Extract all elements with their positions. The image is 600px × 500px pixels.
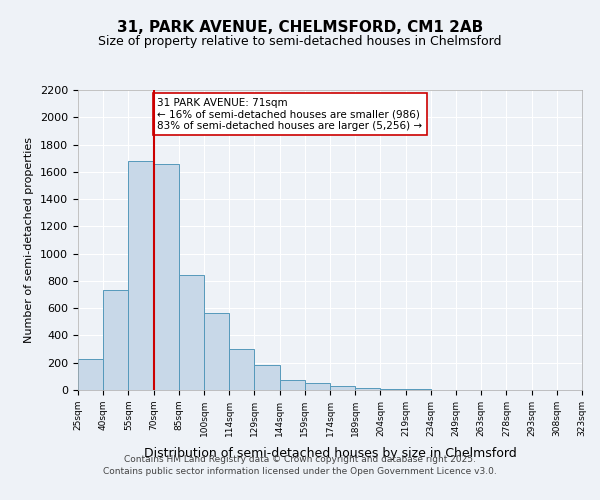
Bar bbox=[128, 161, 154, 390]
Text: Size of property relative to semi-detached houses in Chelmsford: Size of property relative to semi-detach… bbox=[98, 35, 502, 48]
Bar bbox=[154, 164, 179, 390]
Bar bbox=[103, 290, 128, 390]
Text: Contains public sector information licensed under the Open Government Licence v3: Contains public sector information licen… bbox=[103, 468, 497, 476]
Bar bbox=[355, 388, 380, 390]
Bar bbox=[254, 366, 280, 390]
X-axis label: Distribution of semi-detached houses by size in Chelmsford: Distribution of semi-detached houses by … bbox=[143, 447, 517, 460]
Text: Contains HM Land Registry data © Crown copyright and database right 2025.: Contains HM Land Registry data © Crown c… bbox=[124, 455, 476, 464]
Bar bbox=[179, 275, 204, 390]
Bar bbox=[305, 383, 330, 390]
Bar bbox=[229, 349, 254, 390]
Bar bbox=[204, 313, 229, 390]
Text: 31, PARK AVENUE, CHELMSFORD, CM1 2AB: 31, PARK AVENUE, CHELMSFORD, CM1 2AB bbox=[117, 20, 483, 35]
Bar bbox=[380, 388, 406, 390]
Text: 31 PARK AVENUE: 71sqm
← 16% of semi-detached houses are smaller (986)
83% of sem: 31 PARK AVENUE: 71sqm ← 16% of semi-deta… bbox=[157, 98, 422, 130]
Bar bbox=[330, 386, 355, 390]
Bar bbox=[280, 380, 305, 390]
Bar bbox=[78, 358, 103, 390]
Y-axis label: Number of semi-detached properties: Number of semi-detached properties bbox=[25, 137, 34, 343]
